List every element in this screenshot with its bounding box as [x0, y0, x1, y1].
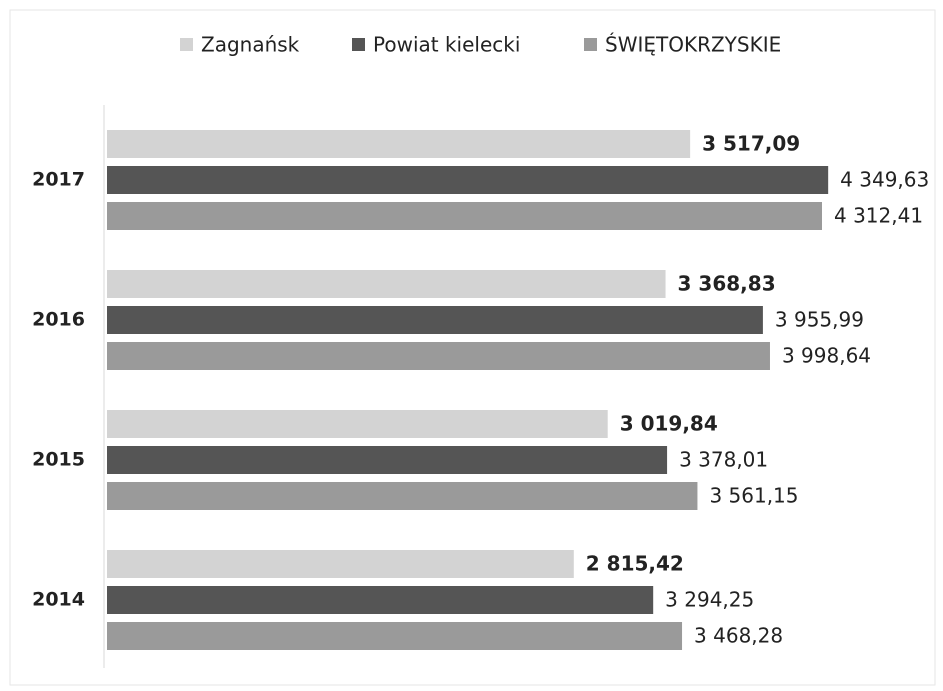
data-label: 3 368,83 — [678, 272, 776, 296]
legend-label: Powiat kielecki — [373, 33, 520, 57]
legend-swatch — [584, 38, 597, 51]
bar — [107, 270, 666, 298]
bar — [107, 130, 691, 158]
data-label: 3 561,15 — [709, 484, 798, 508]
data-label: 3 998,64 — [782, 344, 871, 368]
bar — [107, 482, 698, 510]
bar — [107, 166, 829, 194]
data-label: 3 517,09 — [702, 132, 800, 156]
data-label: 4 312,41 — [834, 204, 923, 228]
bar — [107, 410, 608, 438]
y-tick-label: 2015 — [32, 449, 85, 471]
y-tick-label: 2014 — [32, 589, 85, 611]
data-label: 3 955,99 — [775, 308, 864, 332]
data-label: 3 468,28 — [694, 624, 783, 648]
data-label: 4 349,63 — [840, 168, 929, 192]
y-tick-label: 2016 — [32, 309, 85, 331]
bar — [107, 306, 763, 334]
bar — [107, 342, 770, 370]
data-label: 3 378,01 — [679, 448, 768, 472]
legend-swatch — [180, 38, 193, 51]
legend-label: ŚWIĘTOKRZYSKIE — [605, 33, 781, 57]
legend-label: Zagnańsk — [201, 33, 300, 57]
bar — [107, 550, 574, 578]
y-tick-label: 2017 — [32, 169, 85, 191]
bar — [107, 446, 668, 474]
data-label: 2 815,42 — [586, 552, 684, 576]
legend-swatch — [352, 38, 365, 51]
data-label: 3 294,25 — [665, 588, 754, 612]
data-label: 3 019,84 — [620, 412, 718, 436]
bar — [107, 202, 822, 230]
bar — [107, 622, 683, 650]
chart-frame — [9, 9, 936, 686]
bar — [107, 586, 654, 614]
